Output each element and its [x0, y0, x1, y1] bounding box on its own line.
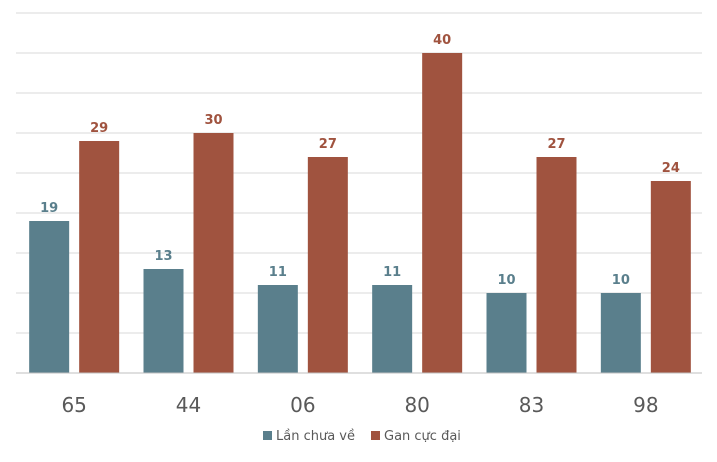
bar-gan-cuc-dai-65 [79, 141, 120, 373]
x-tick-label: 44 [176, 393, 201, 417]
legend-label: Lần chưa về [276, 429, 355, 444]
x-tick-label: 80 [404, 393, 429, 417]
legend-swatch [263, 431, 272, 440]
data-label: 27 [547, 137, 565, 152]
gridlines [16, 12, 702, 334]
x-tick-label: 65 [61, 393, 86, 417]
bar-lan-chua-ve-98 [600, 293, 641, 373]
bars [29, 53, 691, 373]
legend-label: Gan cực đại [384, 429, 461, 444]
x-tick-label: 83 [519, 393, 544, 417]
x-tick-label: 06 [290, 393, 315, 417]
bar-lan-chua-ve-80 [372, 285, 413, 373]
bar-gan-cuc-dai-80 [422, 53, 463, 373]
data-label: 10 [497, 273, 515, 288]
data-label: 19 [40, 201, 58, 216]
data-labels: 19 29 13 30 11 27 11 40 10 27 10 24 [40, 33, 680, 288]
data-label: 30 [204, 113, 222, 128]
x-tick-label: 98 [633, 393, 658, 417]
legend-swatch [371, 431, 380, 440]
data-label: 24 [662, 161, 680, 176]
data-label: 27 [319, 137, 337, 152]
legend: Lần chưa về Gan cực đại [263, 429, 461, 444]
bar-gan-cuc-dai-06 [307, 157, 348, 373]
data-label: 11 [269, 265, 287, 280]
bar-gan-cuc-dai-83 [536, 157, 577, 373]
x-tick-labels: 65 44 06 80 83 98 [61, 393, 658, 417]
bar-gan-cuc-dai-44 [193, 133, 234, 373]
data-label: 10 [612, 273, 630, 288]
bar-lan-chua-ve-44 [143, 269, 184, 373]
data-label: 11 [383, 265, 401, 280]
bar-lan-chua-ve-06 [257, 285, 298, 373]
bar-lan-chua-ve-83 [486, 293, 527, 373]
bar-gan-cuc-dai-98 [650, 181, 691, 373]
bar-lan-chua-ve-65 [29, 221, 70, 373]
data-label: 40 [433, 33, 451, 48]
data-label: 13 [154, 249, 172, 264]
data-label: 29 [90, 121, 108, 136]
